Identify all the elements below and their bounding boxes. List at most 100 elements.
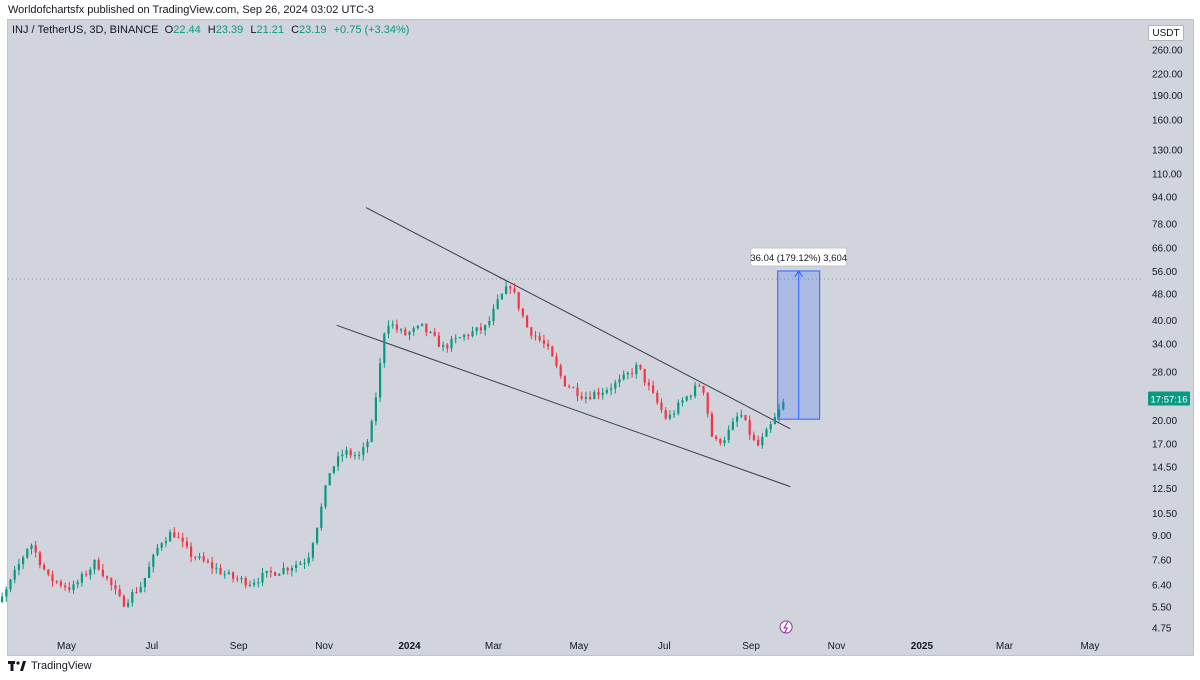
candle-body (253, 582, 256, 585)
candle-body (622, 374, 625, 380)
candle-body (383, 333, 386, 364)
brand-name: TradingView (31, 660, 92, 672)
candle-body (379, 363, 382, 398)
candle-body (160, 543, 163, 548)
candle-body (458, 337, 461, 339)
y-tick-label: 160.00 (1152, 116, 1183, 127)
candle-body (366, 441, 369, 448)
x-tick-label: Sep (230, 641, 248, 652)
candle-body (408, 331, 411, 335)
candle-body (122, 595, 125, 607)
candle-body (715, 436, 718, 439)
candle-body (248, 584, 251, 586)
candle-body (370, 421, 373, 442)
candle-body (538, 336, 541, 341)
candle-body (118, 589, 121, 596)
candle-body (26, 549, 29, 558)
candle-body (345, 450, 348, 455)
candle-body (257, 582, 260, 584)
candle-body (748, 420, 751, 435)
candle-body (227, 572, 230, 574)
candle-body (278, 573, 281, 576)
currency-badge[interactable]: USDT (1148, 25, 1184, 41)
candle-body (555, 356, 558, 366)
y-tick-label: 4.75 (1152, 624, 1172, 635)
candle-body (34, 545, 37, 553)
candle-body (547, 343, 550, 347)
y-tick-label: 6.40 (1152, 580, 1172, 591)
candle-body (471, 331, 474, 337)
candle-body (614, 382, 617, 389)
candle-body (143, 577, 146, 587)
x-tick-label: Sep (742, 641, 760, 652)
candle-body (572, 387, 575, 389)
candle-body (290, 568, 293, 571)
candle-body (22, 557, 25, 565)
candle-body (261, 573, 264, 583)
candle-body (576, 387, 579, 397)
candle-body (101, 569, 104, 577)
candle-body (731, 421, 734, 430)
candle-body (320, 506, 323, 528)
candle-body (244, 577, 247, 586)
candle-body (584, 396, 587, 399)
candle-body (391, 324, 394, 326)
candle-body (211, 562, 214, 569)
candle-body (349, 450, 352, 456)
y-tick-label: 40.00 (1152, 316, 1177, 327)
candle-body (673, 413, 676, 415)
candle-body (215, 567, 218, 569)
measure-tool: 36.04 (179.12%) 3,604 (750, 247, 848, 420)
footer-brand: TradingView (8, 660, 92, 672)
high-value: 23.39 (215, 24, 244, 36)
tradingview-logo-icon (8, 661, 26, 671)
candle-body (723, 440, 726, 443)
candle-body (139, 586, 142, 593)
low-label: L (250, 24, 257, 36)
x-tick-label: Jul (658, 641, 671, 652)
candle-body (358, 454, 361, 456)
candle-body (324, 485, 327, 507)
candle-body (647, 382, 650, 386)
candle-body (240, 577, 243, 579)
y-tick-label: 28.00 (1152, 367, 1177, 378)
candle-body (513, 288, 516, 293)
candle-body (643, 368, 646, 383)
candle-body (353, 455, 356, 457)
chart-area[interactable] (7, 19, 1194, 656)
candle-body (43, 565, 46, 570)
candle-body (164, 541, 167, 544)
y-tick-label: 220.00 (1152, 70, 1183, 81)
symbol-legend: INJ / TetherUS, 3D, BINANCE O22.44 H23.3… (12, 24, 409, 36)
candle-body (710, 413, 713, 437)
candle-body (223, 573, 226, 575)
candle-body (765, 429, 768, 437)
candle-body (148, 566, 151, 578)
candle-body (463, 334, 466, 338)
candle-body (551, 346, 554, 357)
axes: 260.00 220.00 190.00 160.00 130.00 110.00 94.0… (57, 46, 1190, 652)
candle-body (467, 334, 470, 337)
candle-body (517, 292, 520, 309)
trendline-upper (365, 207, 791, 430)
candle-body (135, 592, 138, 594)
y-tick-label: 66.00 (1152, 243, 1177, 254)
candle-body (761, 436, 764, 446)
candle-body (425, 323, 428, 333)
candle-body (593, 392, 596, 400)
candle-body (740, 415, 743, 417)
candle-body (85, 573, 88, 576)
lightning-icon (783, 621, 789, 634)
candle-body (610, 388, 613, 391)
x-tick-label: May (569, 641, 588, 652)
candle-body (387, 325, 390, 334)
open-label: O (164, 24, 174, 36)
candle-body (752, 434, 755, 440)
candle-body (38, 552, 41, 566)
candle-body (778, 409, 781, 417)
y-tick-label: 5.50 (1152, 602, 1172, 613)
candle-body (400, 329, 403, 331)
symbol-name[interactable]: INJ / TetherUS, 3D, BINANCE (12, 24, 159, 36)
measure-label: 36.04 (179.12%) 3,604 (750, 253, 847, 264)
